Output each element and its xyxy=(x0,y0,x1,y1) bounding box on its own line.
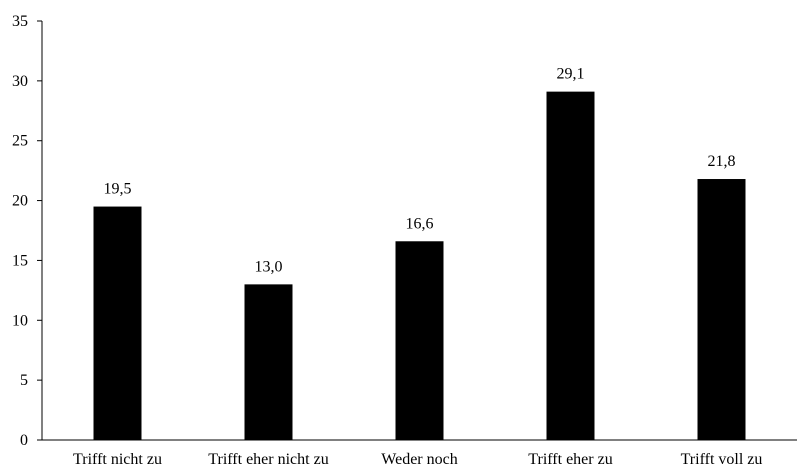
x-category-label: Trifft eher nicht zu xyxy=(208,451,328,468)
x-category-label: Weder noch xyxy=(381,451,457,468)
bar xyxy=(93,206,142,440)
bar xyxy=(395,241,444,440)
x-category-label: Trifft eher zu xyxy=(528,451,612,468)
data-label: 21,8 xyxy=(708,153,736,170)
y-axis: 0 5 10 15 20 25 30 35 xyxy=(12,13,43,449)
x-category-label: Trifft nicht zu xyxy=(73,451,162,468)
y-tick-label: 35 xyxy=(12,13,28,30)
y-tick-label: 10 xyxy=(12,312,28,329)
y-tick-label: 25 xyxy=(12,133,28,150)
x-category-label: Trifft voll zu xyxy=(681,451,763,468)
y-tick-label: 15 xyxy=(12,252,28,269)
data-label: 13,0 xyxy=(255,258,283,275)
x-axis: Trifft nicht zu Trifft eher nicht zu Weder… xyxy=(42,439,797,468)
data-label: 29,1 xyxy=(557,66,585,83)
bar xyxy=(697,179,746,440)
bar xyxy=(244,284,293,440)
y-tick-label: 30 xyxy=(12,73,28,90)
y-tick-label: 20 xyxy=(12,193,28,210)
bar xyxy=(546,91,595,440)
data-label: 19,5 xyxy=(104,181,132,198)
data-label: 16,6 xyxy=(406,215,434,232)
y-tick-label: 5 xyxy=(20,372,28,389)
bars xyxy=(93,91,746,440)
data-labels: 19,5 13,0 16,6 29,1 21,8 xyxy=(104,66,736,276)
y-tick-label: 0 xyxy=(20,432,28,449)
